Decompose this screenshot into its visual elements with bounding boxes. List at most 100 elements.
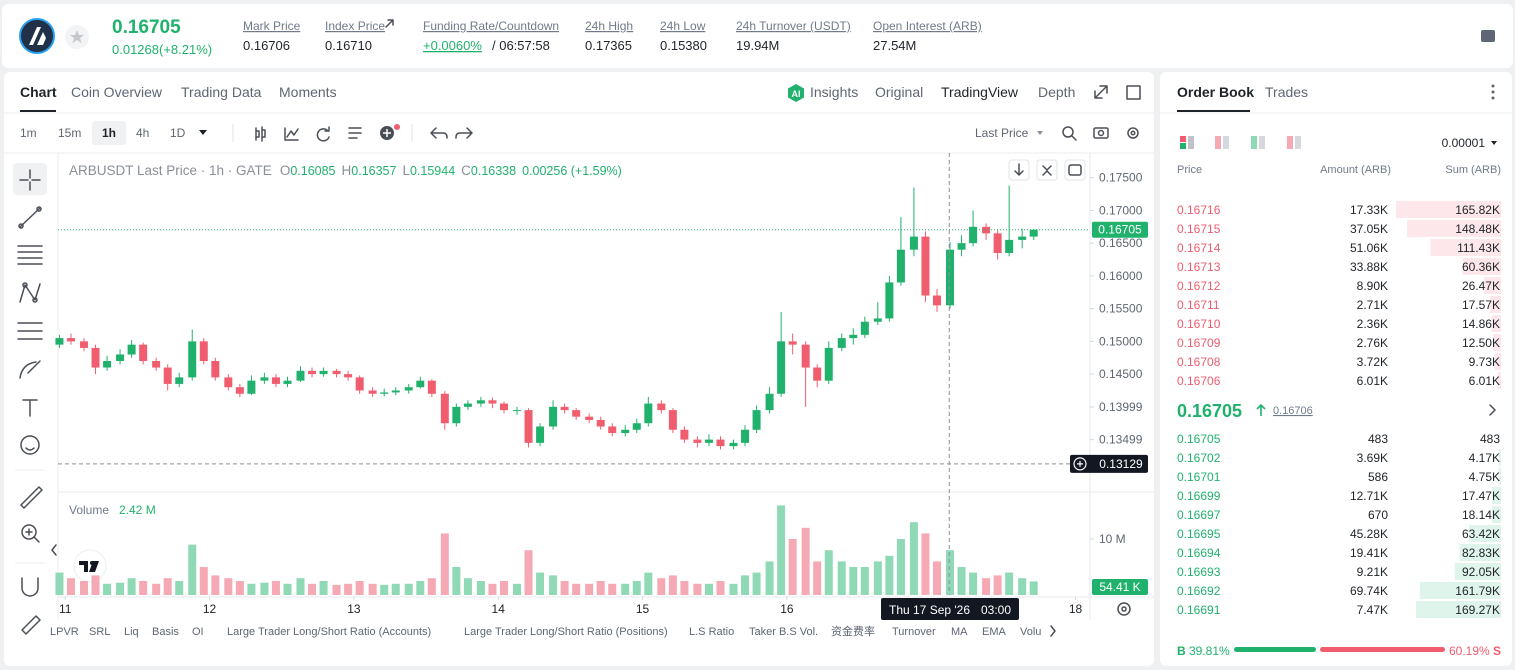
ob-sum: 161.79K: [1455, 584, 1500, 598]
candle-body: [560, 406, 569, 411]
ob-price[interactable]: 0.16716: [1177, 203, 1221, 217]
external-link-icon[interactable]: [385, 19, 394, 28]
view-tab[interactable]: Depth: [1038, 84, 1075, 100]
interval-caret[interactable]: [199, 130, 207, 135]
indicator-tab[interactable]: MA: [951, 626, 968, 638]
ob-price[interactable]: 0.16712: [1177, 279, 1221, 293]
view-tab[interactable]: TradingView: [941, 84, 1019, 100]
volume-bar: [524, 550, 533, 595]
chart-tab[interactable]: Chart: [20, 84, 57, 100]
volume-bar: [391, 583, 400, 595]
settings-gear[interactable]: [1117, 602, 1131, 616]
ob-price[interactable]: 0.16695: [1177, 527, 1221, 541]
volume-bar: [921, 533, 930, 595]
indicator-tab[interactable]: Turnover: [892, 626, 936, 638]
legend-change: 0.00256 (+1.59%): [522, 164, 622, 178]
ob-price[interactable]: 0.16714: [1177, 241, 1221, 255]
candle-body: [885, 282, 894, 319]
indicator-tab[interactable]: LPVR: [50, 626, 79, 638]
volume-bar: [427, 578, 436, 595]
indicator-tab[interactable]: Liq: [124, 626, 139, 638]
indicator-tab[interactable]: Large Trader Long/Short Ratio (Positions…: [464, 626, 668, 638]
price-change: 0.01268(+8.21%): [112, 42, 212, 57]
chart-legend: ARBUSDT Last Price · 1h · GATE O0.16085 H0…: [69, 163, 622, 178]
interval[interactable]: 1h: [102, 126, 116, 140]
indicator-tab[interactable]: EMA: [982, 626, 1007, 638]
crosshair-price-tag: [1070, 454, 1148, 473]
volume-bar: [344, 583, 353, 595]
ob-price[interactable]: 0.16706: [1177, 374, 1221, 388]
view-tab[interactable]: Insights: [810, 84, 858, 100]
last-price-tag: [1092, 221, 1148, 238]
ob-price[interactable]: 0.16708: [1177, 355, 1221, 369]
price-source-caret[interactable]: [1037, 131, 1043, 135]
ob-price[interactable]: 0.16711: [1177, 298, 1220, 312]
chart-tab[interactable]: Moments: [279, 84, 337, 100]
interval[interactable]: 15m: [58, 126, 81, 140]
interval[interactable]: 1m: [20, 126, 37, 140]
ob-price[interactable]: 0.16694: [1177, 546, 1221, 560]
ob-price[interactable]: 0.16697: [1177, 508, 1221, 522]
stat-label: Mark Price: [243, 19, 301, 33]
toolbar-icons[interactable]: [255, 126, 1139, 142]
ob-amount: 33.88K: [1350, 260, 1388, 274]
volume-bar: [235, 581, 244, 595]
price-source[interactable]: Last Price: [975, 126, 1029, 140]
y-tick-label: 0.15500: [1099, 302, 1143, 316]
candle-body: [91, 347, 100, 368]
chart-buttons[interactable]: [1008, 159, 1086, 181]
ob-tab[interactable]: Order Book: [1177, 84, 1254, 100]
interval[interactable]: 4h: [136, 126, 149, 140]
view-tab[interactable]: Original: [875, 84, 923, 100]
precision[interactable]: 0.00001: [1442, 136, 1486, 150]
ob-price[interactable]: 0.16702: [1177, 451, 1221, 465]
ob-price[interactable]: 0.16691: [1177, 603, 1221, 617]
chart-tab[interactable]: Coin Overview: [71, 84, 163, 100]
indicator-tab[interactable]: SRL: [89, 626, 110, 638]
y-tick-label: 0.16000: [1099, 269, 1143, 283]
ob-menu[interactable]: [1491, 84, 1495, 100]
indicator-tab[interactable]: OI: [192, 626, 204, 638]
favorite-star[interactable]: [65, 25, 89, 49]
add-alert[interactable]: [1073, 457, 1087, 471]
indicator-scroll[interactable]: [1050, 625, 1056, 637]
collapse-tools[interactable]: [51, 544, 57, 556]
volume-bar: [596, 581, 605, 595]
layout-icon[interactable]: [1126, 85, 1141, 100]
indicator-tab[interactable]: 资金费率: [831, 624, 875, 638]
ob-price[interactable]: 0.16713: [1177, 260, 1221, 274]
ob-price[interactable]: 0.16709: [1177, 336, 1221, 350]
depth-bar: [1484, 277, 1501, 294]
indicator-tab[interactable]: Volu: [1020, 626, 1041, 638]
volume-bar: [716, 581, 725, 595]
indicator-tab[interactable]: Large Trader Long/Short Ratio (Accounts): [227, 626, 431, 638]
precision-caret[interactable]: [1491, 141, 1497, 145]
volume-bar: [283, 583, 292, 595]
ob-price[interactable]: 0.16705: [1177, 432, 1221, 446]
candle-body: [585, 416, 594, 420]
ob-expand[interactable]: [1489, 404, 1496, 416]
ob-tab[interactable]: Trades: [1265, 84, 1308, 100]
ob-price[interactable]: 0.16693: [1177, 565, 1221, 579]
fullscreen-icon[interactable]: [1094, 85, 1108, 99]
indicator-tab[interactable]: Taker B.S Vol.: [749, 626, 818, 638]
ob-price[interactable]: 0.16699: [1177, 489, 1221, 503]
header-menu-icon[interactable]: [1481, 30, 1495, 42]
candle-body: [849, 334, 858, 339]
candle-body: [224, 377, 233, 388]
ob-price[interactable]: 0.16692: [1177, 584, 1221, 598]
ob-price[interactable]: 0.16710: [1177, 317, 1221, 331]
ob-view-icons[interactable]: [1180, 136, 1301, 149]
candle-body: [391, 390, 400, 393]
insights-icon[interactable]: AI: [788, 84, 804, 102]
crosshair-date: Thu 17 Sep '26: [889, 603, 970, 617]
drawing-tools[interactable]: [17, 169, 43, 635]
ob-price[interactable]: 0.16715: [1177, 222, 1221, 236]
indicator-tab[interactable]: L.S Ratio: [689, 626, 734, 638]
chart-tab[interactable]: Trading Data: [181, 84, 262, 100]
candle-body: [188, 341, 197, 378]
ob-price[interactable]: 0.16701: [1177, 470, 1221, 484]
interval[interactable]: 1D: [170, 126, 186, 140]
indicator-tab[interactable]: Basis: [152, 626, 179, 638]
